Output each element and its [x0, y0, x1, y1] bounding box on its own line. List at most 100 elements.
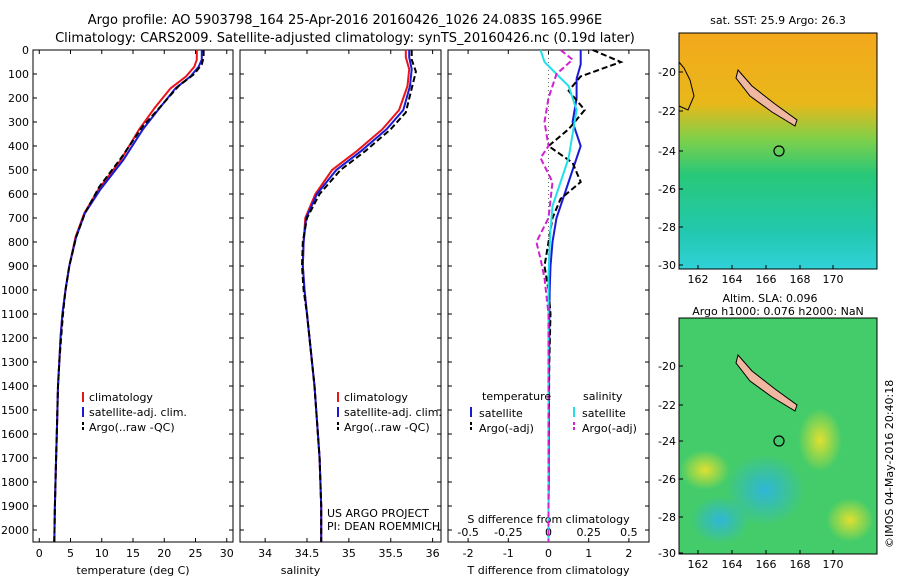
depth-tick-label: 1100	[1, 308, 29, 321]
depth-tick-label: 300	[8, 116, 29, 129]
x-tick-label: 0	[545, 547, 552, 560]
map-lat-tick: -22	[658, 399, 676, 412]
x-tick-label: -1	[503, 547, 514, 560]
header-line-1: Argo profile: AO 5903798_164 25-Apr-2016…	[88, 13, 603, 28]
x-tick-label: 36	[426, 547, 440, 560]
depth-tick-label: 1400	[1, 380, 29, 393]
argo-location-marker-2	[773, 435, 785, 447]
legend-header: salinity	[583, 390, 623, 403]
x-tick-label: -2	[463, 547, 474, 560]
depth-tick-label: 1800	[1, 476, 29, 489]
map-lon-tick: 168	[790, 273, 811, 286]
map-lon-tick: 166	[756, 273, 777, 286]
sla-map: Altim. SLA: 0.096 Argo h1000: 0.076 h200…	[678, 292, 878, 555]
legend-entry: satellite-adj. clim.	[89, 406, 187, 419]
sla-map-title-1: Altim. SLA: 0.096	[722, 292, 817, 305]
x-tick-label: 30	[220, 547, 234, 560]
x-tick-label: 35.5	[379, 547, 404, 560]
legend-entry: satellite-adj. clim.	[344, 406, 442, 419]
series-line-1	[547, 50, 582, 542]
series-line-2	[543, 49, 624, 542]
x-top-tick-label: 0.25	[576, 526, 601, 539]
depth-tick-label: 1600	[1, 428, 29, 441]
x-axis-label: temperature (deg C)	[76, 564, 189, 577]
series-line-1	[301, 50, 411, 542]
difference-panel: -2 -1 0 1 2 T difference from climatology -0.5…	[447, 49, 650, 577]
argo-location-marker	[773, 145, 785, 157]
plot-frame	[32, 49, 234, 543]
x-tick-label: 10	[95, 547, 109, 560]
salinity-panel: 34 34.5 35 35.5 36 salinity climatology satelli…	[239, 49, 442, 577]
map-lat-tick: -26	[658, 473, 676, 486]
map-lat-tick: -28	[658, 511, 676, 524]
map-lon-tick: 168	[790, 558, 811, 571]
depth-tick-label: 1900	[1, 500, 29, 513]
map-lat-tick: -24	[658, 145, 676, 158]
x-top-tick-label: 0.5	[620, 526, 638, 539]
legend-entry: climatology	[344, 391, 408, 404]
legend-header: temperature	[482, 390, 551, 403]
depth-tick-label: 1700	[1, 452, 29, 465]
x-tick-label: 20	[157, 547, 171, 560]
depth-tick-label: 500	[8, 164, 29, 177]
series-line-1	[53, 50, 198, 543]
legend-entry: satellite	[479, 407, 523, 420]
x-tick-label: 2	[625, 547, 632, 560]
map-lat-tick: -30	[658, 259, 676, 272]
sst-map-title: sat. SST: 25.9 Argo: 26.3	[710, 14, 846, 27]
legend-entry: satellite	[582, 407, 626, 420]
map-lon-tick: 164	[722, 273, 743, 286]
map-lon-tick: 162	[688, 273, 709, 286]
legend-entry: climatology	[89, 391, 153, 404]
legend-entry: Argo(..raw -QC)	[344, 421, 430, 434]
depth-tick-label: 900	[8, 260, 29, 273]
sla-map-title-2: Argo h1000: 0.076 h2000: NaN	[692, 305, 864, 318]
plot-frame	[239, 49, 442, 543]
depth-tick-label: 1500	[1, 404, 29, 417]
depth-tick-label: 1300	[1, 356, 29, 369]
map-lat-tick: -22	[658, 105, 676, 118]
map-lon-tick: 164	[722, 558, 743, 571]
x-top-tick-label: -0.25	[494, 526, 522, 539]
legend-entry: Argo(-adj)	[582, 422, 637, 435]
project-line-1: US ARGO PROJECT	[327, 507, 429, 520]
imos-timestamp-label: ©IMOS 04-May-2016 20:40:18	[883, 380, 896, 548]
depth-tick-label: 1000	[1, 284, 29, 297]
depth-tick-label: 400	[8, 140, 29, 153]
new-caledonia-island	[735, 68, 798, 127]
x-tick-label: 34	[258, 547, 272, 560]
x-top-tick-label: -0.5	[457, 526, 478, 539]
series-line-4	[535, 49, 575, 542]
series-line-2	[53, 50, 203, 543]
x-tick-label: 15	[126, 547, 140, 560]
x-axis-label: T difference from climatology	[467, 564, 630, 577]
map-lat-tick: -24	[658, 435, 676, 448]
header-line-2: Climatology: CARS2009. Satellite-adjuste…	[55, 31, 635, 46]
sst-map: sat. SST: 25.9 Argo: 26.3	[678, 14, 878, 270]
depth-tick-label: 200	[8, 92, 29, 105]
series-line-3	[300, 50, 417, 542]
depth-tick-label: 1200	[1, 332, 29, 345]
map-lon-tick: 170	[823, 273, 844, 286]
map-lat-tick: -20	[658, 66, 676, 79]
depth-tick-label: 600	[8, 188, 29, 201]
map-lat-tick: -28	[658, 221, 676, 234]
x-tick-label: 34.5	[295, 547, 320, 560]
x-tick-label: 35	[342, 547, 356, 560]
x-axis-label: salinity	[281, 564, 321, 577]
series-line-3	[53, 50, 205, 543]
depth-tick-label: 2000	[1, 524, 29, 537]
map-lon-tick: 166	[756, 558, 777, 571]
map-lon-tick: 170	[823, 558, 844, 571]
depth-tick-label: 100	[8, 68, 29, 81]
legend-entry: Argo(-adj)	[479, 422, 534, 435]
map-lat-tick: -30	[658, 547, 676, 560]
map-lon-tick: 162	[688, 558, 709, 571]
legend-entry: Argo(..raw -QC)	[89, 421, 175, 434]
depth-tick-label: 0	[22, 44, 29, 57]
project-line-2: PI: DEAN ROEMMICH	[327, 520, 440, 533]
x-tick-label: 1	[585, 547, 592, 560]
map-lat-tick: -26	[658, 183, 676, 196]
depth-tick-label: 800	[8, 236, 29, 249]
